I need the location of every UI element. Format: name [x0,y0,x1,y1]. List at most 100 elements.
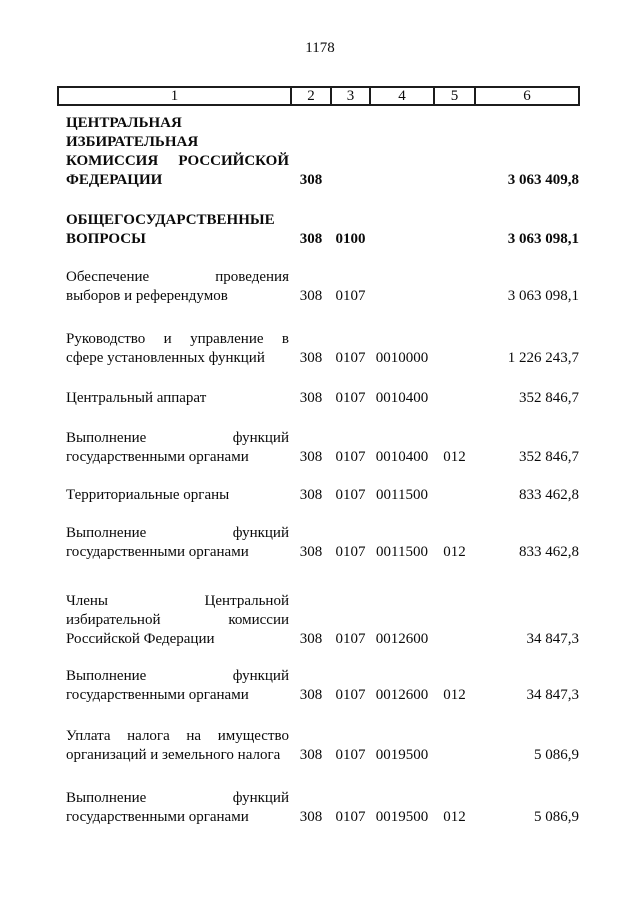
col4-value: 0019500 [375,747,429,763]
col5-value: 012 [443,544,466,560]
amount-value: 3 063 098,1 [507,231,579,247]
col3-value: 0107 [335,687,366,703]
col3-value: 0107 [335,809,366,825]
row-title: Выполнение функций государственными орган… [58,408,291,467]
col2-value: 308 [299,231,323,247]
col3-value: 0107 [335,631,366,647]
table-body: ЦЕНТРАЛЬНАЯ ИЗБИРАТЕЛЬНАЯ КОМИССИЯ РОССИЙС… [58,105,579,827]
row-title-line: ФЕДЕРАЦИИ [66,172,163,188]
amount-value: 3 063 409,8 [507,172,579,188]
col4-value: 0011500 [376,487,428,503]
row-title-line: Территориальные органы [66,487,230,503]
col4-value: 0010000 [375,350,429,366]
col5-value [434,705,475,765]
col5-value [434,368,475,408]
col4-value [370,190,434,249]
header-col-4: 4 [369,86,435,106]
col5-value [434,562,475,649]
header-col-2: 2 [290,86,332,106]
row-title: Территориальные органы [58,467,291,505]
amount-value: 352 846,7 [519,449,579,465]
row-title: Уплата налога на имущество организаций и … [58,705,291,765]
table-header-row: 1 2 3 4 5 6 [57,86,580,106]
row-title-line: Российской Федерации [66,631,215,647]
col5-value: 012 [443,687,466,703]
row-title: Члены Центральной избирательной комиссии Р… [58,562,291,649]
col5-value [434,190,475,249]
table-row: Выполнение функций государственными орган… [58,505,579,562]
col5-value [434,249,475,306]
col4-value [370,249,434,306]
table-row: ОБЩЕГОСУДАРСТВЕННЫЕ ВОПРОСЫ 308 0100 3 06… [58,190,579,249]
col3-value: 0107 [335,747,366,763]
row-title-line: сфере установленных функций [66,350,265,366]
table-row: Выполнение функций государственными орган… [58,765,579,827]
row-title-line: ВОПРОСЫ [66,231,146,247]
col3-value [331,105,370,190]
table-row: Центральный аппарат 308 0107 0010400 352… [58,368,579,408]
header-col-3: 3 [330,86,371,106]
col2-value: 308 [299,350,323,366]
row-title-line: Выполнение функций [66,430,289,446]
col3-value: 0100 [335,231,366,247]
row-title-line: Уплата налога на имущество [66,728,289,744]
amount-value: 5 086,9 [534,747,579,763]
col5-value: 012 [443,809,466,825]
row-title-line: Обеспечение проведения [66,269,289,285]
amount-value: 34 847,3 [526,631,580,647]
row-title-line: ЦЕНТРАЛЬНАЯ [66,115,182,131]
row-title-line: Выполнение функций [66,525,289,541]
row-title: Выполнение функций государственными орган… [58,649,291,705]
amount-value: 833 462,8 [519,487,579,503]
col2-value: 308 [299,288,323,304]
header-col-6: 6 [474,86,580,106]
row-title-line: Выполнение функций [66,668,289,684]
table-row: ЦЕНТРАЛЬНАЯ ИЗБИРАТЕЛЬНАЯ КОМИССИЯ РОССИЙС… [58,105,579,190]
col3-value: 0107 [335,449,366,465]
col4-value: 0010400 [375,449,429,465]
col2-value: 308 [299,747,323,763]
row-title-line: Центральный аппарат [66,390,207,406]
row-title-line: ОБЩЕГОСУДАРСТВЕННЫЕ [66,212,275,228]
amount-value: 34 847,3 [526,687,580,703]
col4-value: 0012600 [375,631,429,647]
col4-value: 0011500 [376,544,428,560]
row-title-line: Руководство и управление в [66,331,289,347]
col3-value: 0107 [335,487,366,503]
row-title-line: КОМИССИЯ РОССИЙСКОЙ [66,153,289,169]
page-number: 1178 [305,40,335,56]
row-title-line: выборов и референдумов [66,288,228,304]
row-title-line: ИЗБИРАТЕЛЬНАЯ [66,134,199,150]
col2-value: 308 [299,809,323,825]
header-col-5: 5 [433,86,476,106]
row-title: Выполнение функций государственными орган… [58,765,291,827]
row-title-line: организаций и земельного налога [66,747,281,763]
col2-value: 308 [299,172,323,188]
col2-value: 308 [299,449,323,465]
row-title: ЦЕНТРАЛЬНАЯ ИЗБИРАТЕЛЬНАЯ КОМИССИЯ РОССИЙС… [58,105,291,190]
table-row: Территориальные органы 308 0107 0011500 … [58,467,579,505]
col2-value: 308 [299,487,323,503]
row-title: Выполнение функций государственными орган… [58,505,291,562]
col5-value [434,306,475,368]
row-title: Обеспечение проведения выборов и референд… [58,249,291,306]
col5-value: 012 [443,449,466,465]
row-title-line: Выполнение функций [66,790,289,806]
col2-value: 308 [299,390,323,406]
row-title: ОБЩЕГОСУДАРСТВЕННЫЕ ВОПРОСЫ [58,190,291,249]
budget-table: 1 2 3 4 5 6 ЦЕНТРАЛЬНАЯ ИЗБИРАТЕЛЬНАЯ КОМИ… [57,86,580,827]
col2-value: 308 [299,631,323,647]
col4-value: 0019500 [375,809,429,825]
col3-value: 0107 [335,350,366,366]
col3-value: 0107 [335,390,366,406]
row-title-line: государственными органами [66,687,249,703]
col3-value: 0107 [335,544,366,560]
col4-value: 0012600 [375,687,429,703]
row-title-line: государственными органами [66,809,249,825]
header-col-1: 1 [57,86,292,106]
amount-value: 1 226 243,7 [507,350,579,366]
row-title-line: Члены Центральной [66,593,289,609]
table-row: Уплата налога на имущество организаций и … [58,705,579,765]
row-title: Центральный аппарат [58,368,291,408]
table-row: Выполнение функций государственными орган… [58,649,579,705]
